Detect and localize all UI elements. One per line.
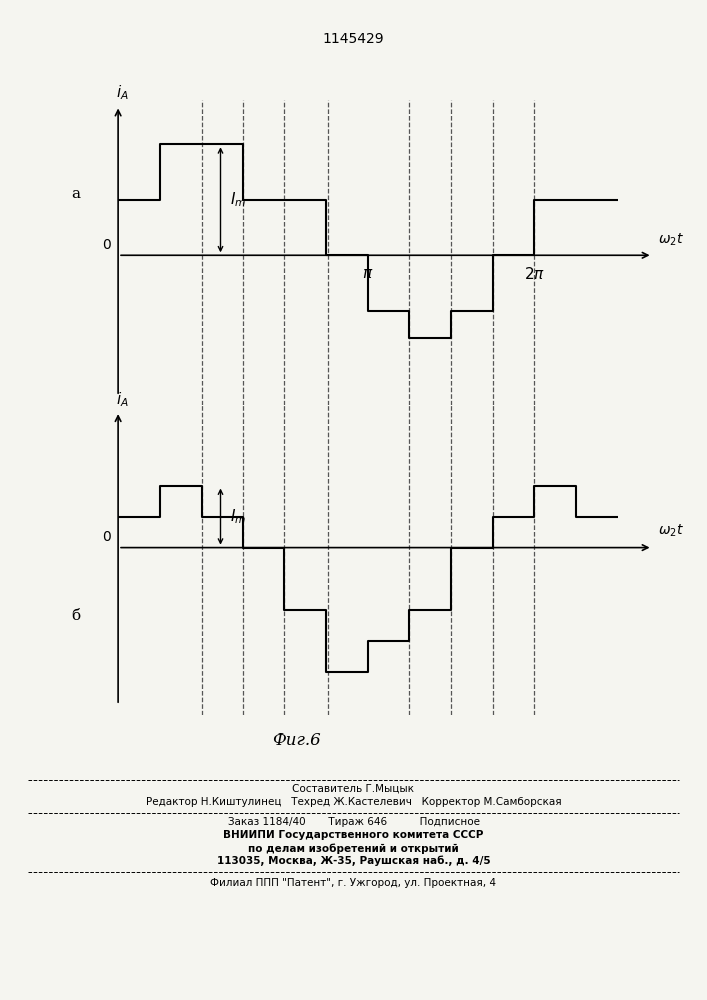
Text: $\pi$: $\pi$ [362,266,373,281]
Text: Составитель Г.Мыцык: Составитель Г.Мыцык [293,784,414,794]
Text: Заказ 1184/40       Тираж 646          Подписное: Заказ 1184/40 Тираж 646 Подписное [228,817,479,827]
Text: 113035, Москва, Ж-35, Раушская наб., д. 4/5: 113035, Москва, Ж-35, Раушская наб., д. … [216,856,491,866]
Text: $I_m$: $I_m$ [230,507,247,526]
Text: $2\pi$: $2\pi$ [524,266,544,282]
Text: по делам изобретений и открытий: по делам изобретений и открытий [248,843,459,854]
Text: Филиал ППП "Патент", г. Ужгород, ул. Проектная, 4: Филиал ППП "Патент", г. Ужгород, ул. Про… [211,878,496,888]
Text: б: б [71,609,80,623]
Text: 0: 0 [102,238,110,252]
Text: $i_A$: $i_A$ [116,390,129,409]
Text: $I_m$: $I_m$ [230,190,247,209]
Text: 1145429: 1145429 [322,32,385,46]
Text: 0: 0 [102,530,110,544]
Text: $\omega_2 t$: $\omega_2 t$ [658,523,684,539]
Text: Редактор Н.Киштулинец   Техред Ж.Кастелевич   Корректор М.Самборская: Редактор Н.Киштулинец Техред Ж.Кастелеви… [146,797,561,807]
Text: $i_A$: $i_A$ [116,84,129,102]
Text: Фиг.6: Фиг.6 [273,732,321,749]
Text: ВНИИПИ Государственного комитета СССР: ВНИИПИ Государственного комитета СССР [223,830,484,840]
Text: а: а [71,187,80,201]
Text: $\omega_2 t$: $\omega_2 t$ [658,231,684,248]
